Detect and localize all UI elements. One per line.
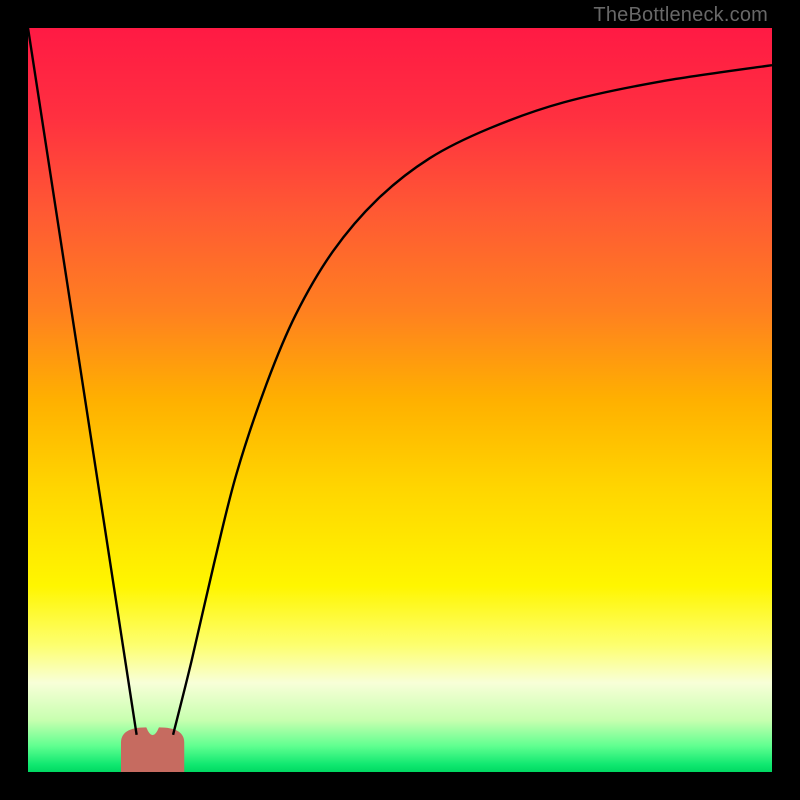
bottleneck-curve-left xyxy=(28,28,137,735)
bottleneck-curve-right xyxy=(173,65,772,735)
plot-area xyxy=(28,28,772,772)
watermark-text: TheBottleneck.com xyxy=(593,4,768,27)
bottleneck-bump xyxy=(121,727,184,772)
curve-layer xyxy=(28,28,772,772)
